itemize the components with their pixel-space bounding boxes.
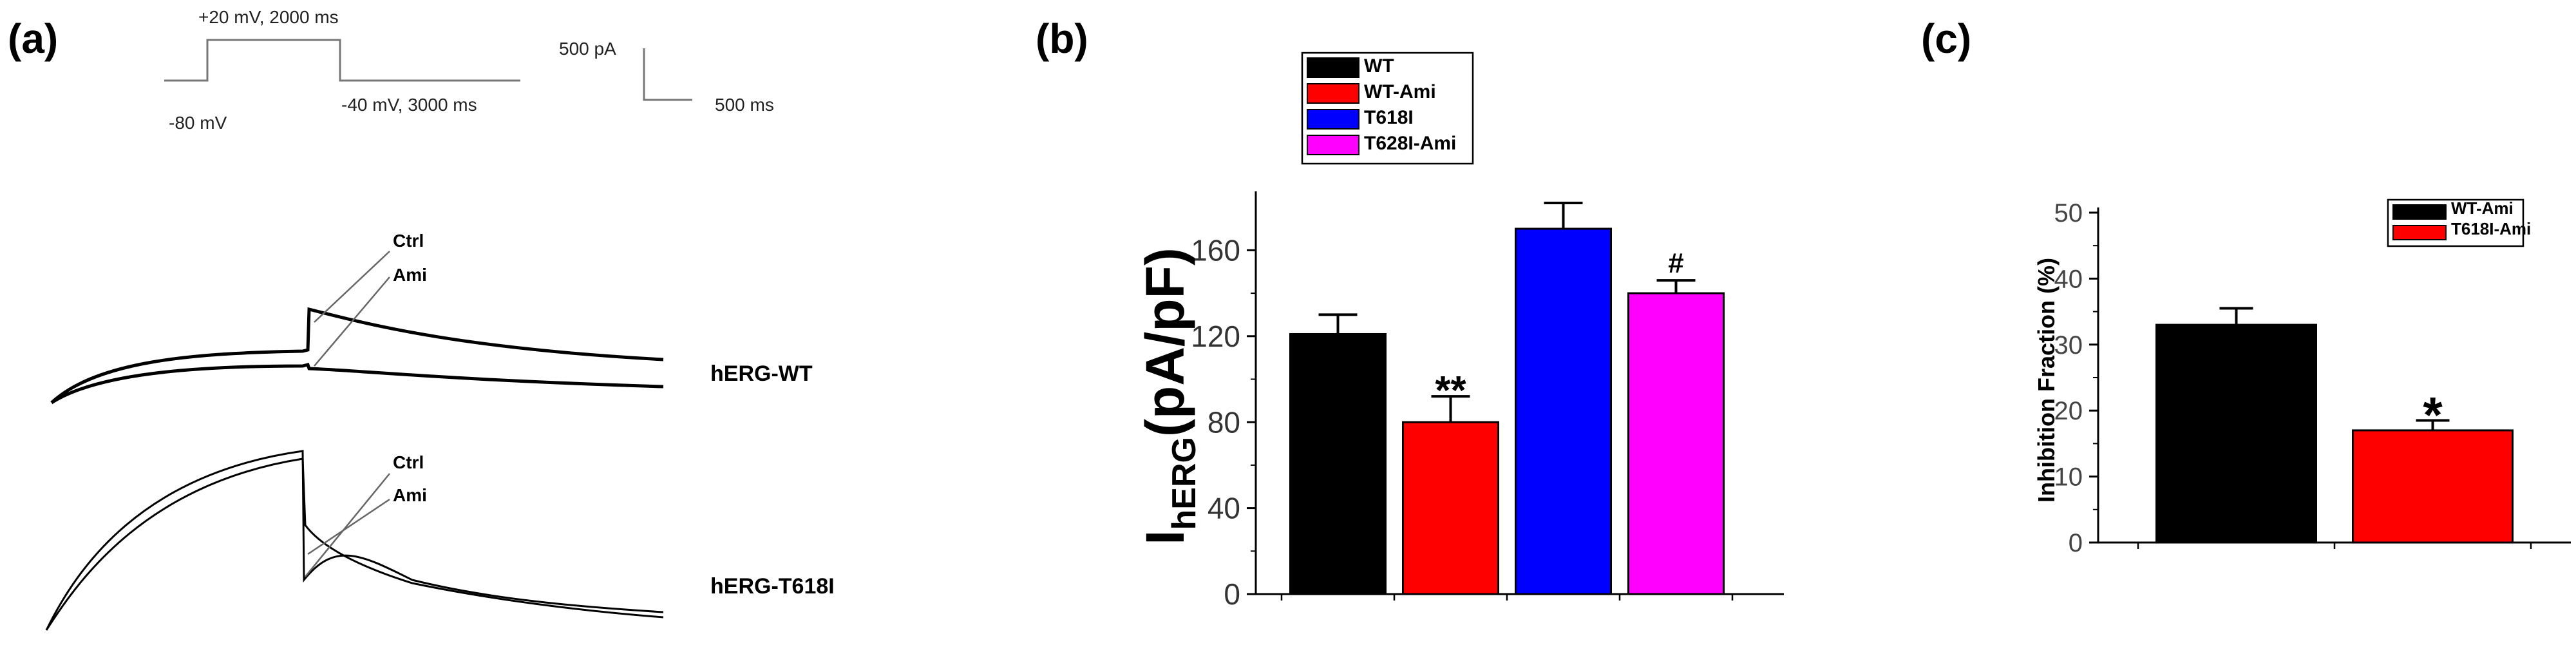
wt-ami-pointer: [314, 276, 390, 367]
significance-marker: *: [2423, 387, 2443, 443]
bar-t618i-ami: [2352, 429, 2514, 544]
significance-marker: **: [1435, 369, 1466, 413]
legend-swatch: [1307, 135, 1359, 155]
wt-ctrl-pointer: [314, 251, 390, 323]
legend-entry: T628I-Ami: [1364, 133, 1456, 154]
panel-label-c: (c): [1921, 15, 1971, 62]
legend-swatch: [1307, 83, 1359, 104]
t618i-ctrl-pointer: [305, 473, 390, 577]
chart-c-axes: 0 10 20 30 40 50: [2054, 199, 2571, 557]
y-tick-label: 20: [2054, 397, 2083, 425]
t618i-ctrl-trace: [45, 450, 664, 631]
voltage-protocol: [164, 39, 692, 101]
t618i-ami-trace: [45, 457, 664, 631]
legend-swatch: [2392, 225, 2447, 240]
scale-bar: [643, 48, 692, 101]
bar-t618i: [1515, 227, 1612, 595]
protocol-tail-label: -40 mV, 3000 ms: [341, 95, 477, 115]
wt-trace-name: hERG-WT: [710, 361, 813, 386]
legend-swatch: [2392, 204, 2447, 220]
y-tick-label: 50: [2054, 199, 2083, 227]
y-tick-label: 0: [1224, 577, 1240, 611]
legend-entry: WT-Ami: [1364, 81, 1436, 102]
t618i-trace-name: hERG-T618I: [710, 574, 835, 599]
legend-swatch: [1307, 109, 1359, 130]
wt-ami-label: Ami: [393, 265, 427, 285]
wt-ami-trace: [50, 363, 664, 405]
y-tick-label: 40: [2054, 265, 2083, 293]
ylabel-main: I: [1135, 530, 1195, 545]
legend-entry: T618I-Ami: [2451, 219, 2531, 238]
protocol-waveform: [164, 39, 520, 82]
protocol-holding-label: -80 mV: [169, 113, 227, 133]
bar-wt-ami: [2155, 323, 2317, 544]
chart-c-ylabel: Inhibition Fraction (%): [2033, 258, 2060, 503]
t618i-ami-label: Ami: [393, 485, 427, 505]
legend-entry: T618I: [1364, 107, 1414, 128]
chart-b-ylabel: IhERG(pA/pF): [1135, 247, 1203, 545]
chart-b-bars: ** #: [1289, 202, 1725, 595]
bar-wt-ami: [1402, 421, 1499, 595]
trace-group-t618i: [45, 450, 664, 631]
significance-marker: #: [1668, 247, 1683, 279]
y-tick-label: 120: [1191, 320, 1240, 353]
y-tick-label: 10: [2054, 463, 2083, 492]
ylabel-sub: hERG: [1166, 437, 1203, 530]
bar-wt: [1289, 332, 1387, 595]
chart-b: WT WT-Ami T618I T628I-Ami 0 40 80 120 160 ** # I…: [1135, 52, 1784, 611]
wt-ctrl-label: Ctrl: [393, 231, 424, 251]
scale-current-label: 500 pA: [559, 39, 616, 59]
panel-label-a: (a): [8, 15, 58, 62]
ylabel-rest: (pA/pF): [1135, 247, 1195, 437]
bar-t628i-ami: [1627, 292, 1725, 595]
t618i-ctrl-label: Ctrl: [393, 452, 424, 472]
y-tick-label: 30: [2054, 331, 2083, 360]
trace-group-wt: [50, 251, 664, 405]
legend-entry: WT: [1364, 55, 1394, 77]
y-tick-label: 80: [1208, 405, 1240, 439]
legend-swatch: [1307, 57, 1359, 78]
y-tick-label: 160: [1191, 233, 1240, 267]
y-tick-label: 0: [2069, 529, 2083, 557]
legend-entry: WT-Ami: [2451, 198, 2514, 218]
protocol-step-label: +20 mV, 2000 ms: [198, 7, 339, 27]
wt-ctrl-trace: [50, 307, 664, 404]
t618i-ami-pointer: [307, 498, 390, 555]
chart-c-bars: *: [2155, 307, 2514, 544]
panel-label-b: (b): [1036, 15, 1088, 62]
scale-time-label: 500 ms: [715, 95, 774, 115]
chart-b-legend: WT WT-Ami T618I T628I-Ami: [1301, 52, 1474, 165]
y-tick-label: 40: [1208, 492, 1240, 525]
